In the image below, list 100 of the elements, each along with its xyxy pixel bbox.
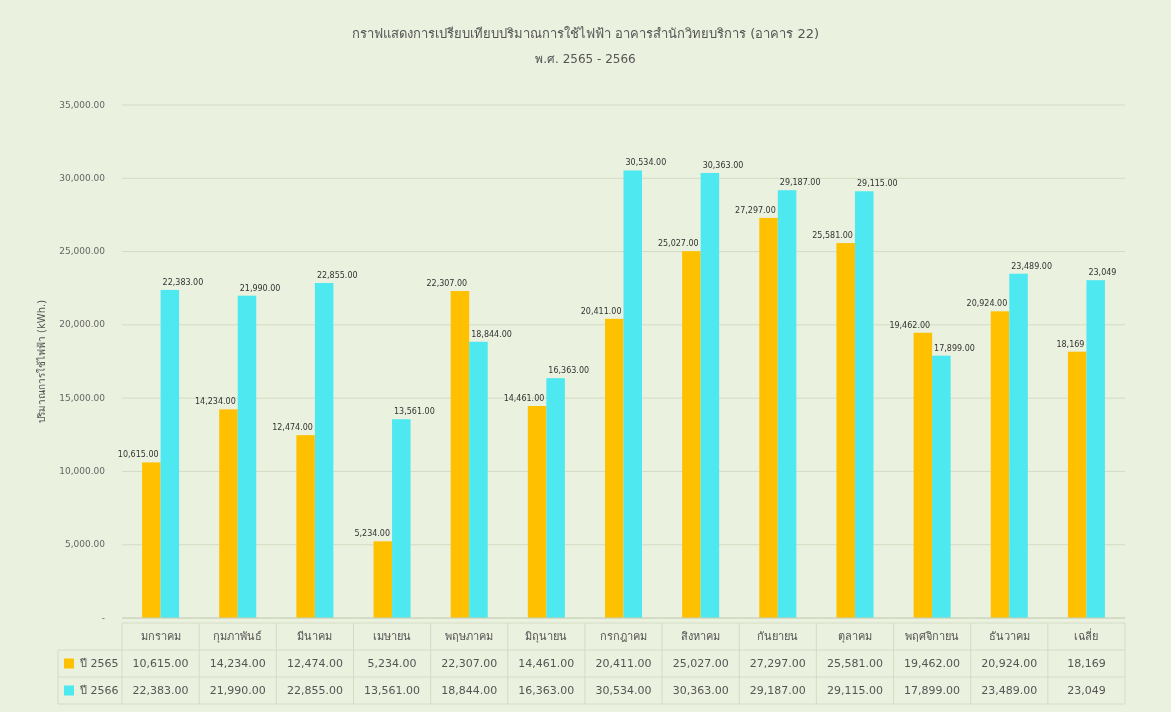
bar — [469, 341, 488, 618]
text: 18,169 — [1056, 339, 1085, 349]
data-label: 27,297.00 — [749, 656, 806, 670]
data-label: 22,383.00 — [132, 683, 189, 697]
text: 25,027.00 — [657, 239, 699, 249]
bar — [623, 170, 643, 618]
chart-subtitle: พ.ศ. 2565 - 2566 — [535, 52, 636, 66]
bar — [314, 283, 334, 618]
y-tick-label: 5,000.00 — [64, 539, 106, 550]
x-tick-label: มีนาคม — [297, 629, 333, 643]
data-label: 16,363.00 — [518, 683, 575, 697]
data-label: 23,489.00 — [981, 683, 1038, 697]
bar — [682, 251, 701, 618]
text: 22,307.00 — [426, 279, 468, 289]
x-tick-label: กุมภาพันธ์ — [213, 629, 263, 643]
bar — [450, 291, 470, 618]
bar — [219, 409, 238, 618]
bar — [913, 332, 933, 618]
text: 14,461.00 — [503, 394, 545, 404]
y-axis-title: ปริมาณการใช้ไฟฟ้า (kWh.) — [36, 299, 47, 424]
legend-label: ปี 2566 — [79, 683, 119, 697]
text: 16,363.00 — [548, 366, 590, 376]
bar — [836, 243, 855, 618]
data-label: 22,307.00 — [441, 656, 498, 670]
x-tick-label: พฤศจิกายน — [905, 629, 960, 643]
data-label: 18,844.00 — [441, 683, 498, 697]
text: 5,234.00 — [354, 529, 391, 539]
data-label: 30,534.00 — [595, 683, 652, 697]
text: 30,534.00 — [625, 158, 667, 168]
text: 22,383.00 — [162, 277, 204, 287]
data-label: 21,990.00 — [209, 683, 266, 697]
bar — [160, 289, 180, 618]
bar — [142, 462, 161, 618]
bar — [700, 172, 720, 618]
x-tick-label: กรกฎาคม — [600, 629, 647, 643]
chart-title: กราฟแสดงการเปรียบเทียบปริมาณการใช้ไฟฟ้า อาคารสำนักวิทยบริการ (อาคาร 22) — [351, 26, 820, 41]
data-label: 14,461.00 — [518, 656, 575, 670]
data-label: 19,462.00 — [904, 656, 961, 670]
text: 29,115.00 — [856, 179, 898, 189]
y-tick-label: - — [101, 612, 105, 623]
bar — [296, 435, 315, 618]
bar — [932, 355, 951, 618]
x-tick-label: เฉลี่ย — [1074, 627, 1099, 643]
text: 14,234.00 — [195, 397, 236, 407]
data-label: 12,474.00 — [286, 656, 343, 670]
bar — [759, 217, 778, 618]
bar — [392, 419, 411, 618]
data-label: 25,581.00 — [826, 656, 883, 670]
data-label: 20,411.00 — [595, 656, 652, 670]
data-label: 29,187.00 — [749, 683, 806, 697]
text: 17,899.00 — [934, 343, 975, 353]
text: 20,924.00 — [966, 299, 1008, 309]
bar — [546, 378, 565, 618]
text: 25,581.00 — [812, 231, 853, 241]
text: 23,049 — [1088, 268, 1117, 278]
text: 13,561.00 — [394, 407, 435, 417]
x-tick-label: สิงหาคม — [681, 629, 721, 643]
bar — [1086, 280, 1105, 618]
bar — [604, 318, 624, 618]
data-label: 5,234.00 — [367, 656, 417, 670]
x-tick-label: ธันวาคม — [988, 629, 1030, 643]
y-tick-label: 20,000.00 — [59, 319, 106, 330]
x-tick-label: มิถุนายน — [525, 629, 568, 643]
data-label: 25,027.00 — [672, 656, 729, 670]
y-tick-label: 35,000.00 — [59, 99, 106, 110]
bar — [527, 406, 547, 618]
text: 19,462.00 — [889, 320, 931, 330]
text: 27,297.00 — [735, 205, 776, 215]
data-label: 29,115.00 — [826, 683, 883, 697]
y-tick-label: 30,000.00 — [59, 172, 106, 183]
text: 12,474.00 — [272, 423, 313, 433]
y-tick-label: 15,000.00 — [59, 392, 106, 403]
text: 30,363.00 — [702, 160, 744, 170]
data-label: 10,615.00 — [132, 656, 189, 670]
text: 21,990.00 — [239, 283, 281, 293]
x-tick-label: เมษายน — [373, 629, 412, 643]
data-label: 18,169 — [1067, 656, 1106, 670]
text: 22,855.00 — [316, 271, 358, 281]
y-tick-label: 10,000.00 — [59, 465, 106, 476]
text: 20,411.00 — [580, 306, 622, 316]
data-label: 20,924.00 — [981, 656, 1038, 670]
text: 29,187.00 — [779, 178, 821, 188]
legend-label: ปี 2565 — [79, 656, 119, 670]
x-tick-label: ตุลาคม — [837, 629, 872, 643]
x-tick-label: มกราคม — [140, 629, 181, 643]
y-tick-label: 25,000.00 — [59, 246, 106, 257]
bar — [777, 190, 797, 618]
bar — [237, 295, 257, 618]
bar — [1009, 273, 1028, 618]
x-tick-label: พฤษภาคม — [445, 629, 494, 643]
bar — [1067, 351, 1087, 618]
x-tick-label: กันยายน — [757, 629, 799, 643]
text: 18,844.00 — [471, 329, 512, 339]
data-label: 30,363.00 — [672, 683, 729, 697]
bar — [990, 311, 1010, 618]
data-label: 14,234.00 — [209, 656, 266, 670]
data-label: 13,561.00 — [364, 683, 421, 697]
data-label: 23,049 — [1067, 683, 1106, 697]
text: 23,489.00 — [1011, 261, 1052, 271]
text: 10,615.00 — [117, 450, 159, 460]
